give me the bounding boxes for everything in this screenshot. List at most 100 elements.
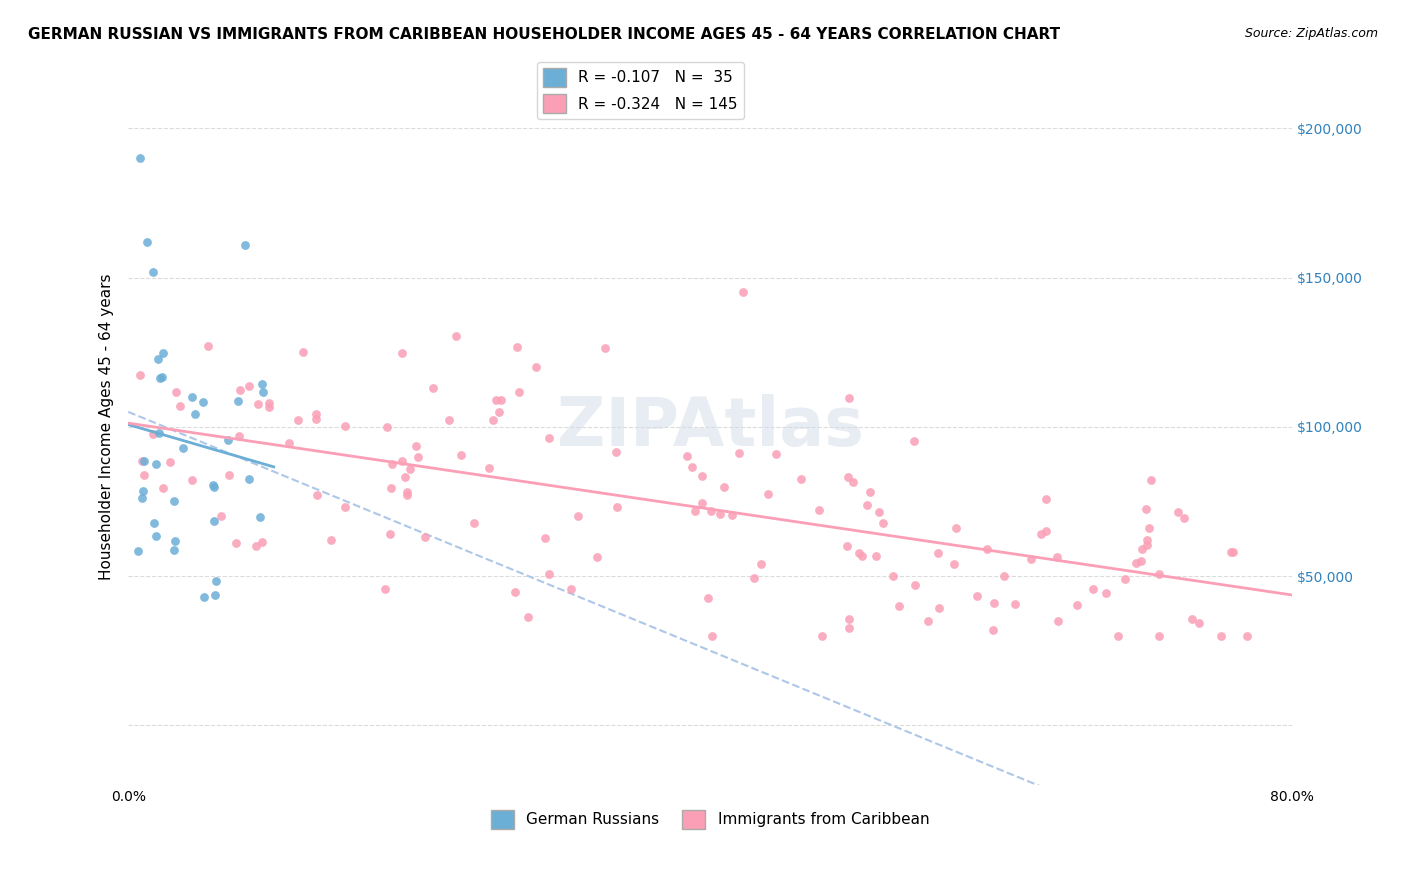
Point [690, 469, 713, 483]
Point [394, 470, 416, 484]
Point [159, 455, 181, 469]
Point [966, 589, 988, 603]
Point [917, 614, 939, 628]
Point [305, 487, 328, 501]
Point [491, 393, 513, 408]
Point [538, 567, 561, 582]
Point [1046, 614, 1069, 628]
Point [381, 457, 404, 471]
Point [217, 433, 239, 447]
Point [1031, 526, 1053, 541]
Point [485, 393, 508, 408]
Point [181, 473, 204, 487]
Point [238, 379, 260, 393]
Point [398, 461, 420, 475]
Point [191, 394, 214, 409]
Point [169, 399, 191, 413]
Point [731, 285, 754, 300]
Point [841, 475, 863, 489]
Point [859, 484, 882, 499]
Point [374, 582, 396, 596]
Point [756, 486, 779, 500]
Point [945, 521, 967, 535]
Point [1081, 582, 1104, 596]
Point [333, 500, 356, 514]
Point [675, 449, 697, 463]
Point [1236, 629, 1258, 643]
Point [983, 596, 1005, 610]
Point [742, 570, 765, 584]
Point [728, 446, 751, 460]
Point [765, 447, 787, 461]
Point [482, 413, 505, 427]
Point [508, 385, 530, 400]
Point [524, 360, 547, 375]
Point [685, 504, 707, 518]
Point [838, 621, 860, 635]
Point [1130, 554, 1153, 568]
Point [245, 539, 267, 553]
Point [128, 368, 150, 383]
Point [202, 478, 225, 492]
Text: Source: ZipAtlas.com: Source: ZipAtlas.com [1244, 27, 1378, 40]
Point [152, 345, 174, 359]
Text: ZIPAtlas: ZIPAtlas [557, 393, 863, 459]
Point [1187, 615, 1209, 630]
Point [405, 439, 427, 453]
Point [197, 339, 219, 353]
Point [444, 329, 467, 343]
Point [163, 543, 186, 558]
Point [807, 502, 830, 516]
Point [134, 467, 156, 482]
Point [142, 516, 165, 531]
Point [391, 454, 413, 468]
Point [790, 473, 813, 487]
Legend: German Russians, Immigrants from Caribbean: German Russians, Immigrants from Caribbe… [485, 804, 935, 835]
Point [225, 536, 247, 550]
Point [1130, 541, 1153, 556]
Point [204, 588, 226, 602]
Point [976, 541, 998, 556]
Point [287, 413, 309, 427]
Point [163, 493, 186, 508]
Point [478, 461, 501, 475]
Point [1021, 552, 1043, 566]
Point [1125, 557, 1147, 571]
Point [811, 629, 834, 643]
Point [146, 351, 169, 366]
Point [927, 546, 949, 560]
Point [1135, 501, 1157, 516]
Point [702, 629, 724, 643]
Point [132, 454, 155, 468]
Point [148, 370, 170, 384]
Point [165, 533, 187, 548]
Point [305, 412, 328, 426]
Point [488, 405, 510, 419]
Point [250, 377, 273, 392]
Point [690, 496, 713, 510]
Point [1209, 629, 1232, 643]
Point [560, 582, 582, 596]
Point [993, 569, 1015, 583]
Point [681, 459, 703, 474]
Point [838, 612, 860, 626]
Point [1004, 597, 1026, 611]
Point [148, 425, 170, 440]
Point [193, 591, 215, 605]
Point [1114, 573, 1136, 587]
Point [1066, 598, 1088, 612]
Point [233, 238, 256, 252]
Point [375, 419, 398, 434]
Point [697, 591, 720, 605]
Y-axis label: Householder Income Ages 45 - 64 years: Householder Income Ages 45 - 64 years [100, 274, 114, 580]
Point [1147, 567, 1170, 582]
Point [981, 624, 1004, 638]
Point [1173, 511, 1195, 525]
Point [150, 370, 173, 384]
Point [145, 529, 167, 543]
Point [165, 385, 187, 400]
Point [713, 480, 735, 494]
Point [413, 530, 436, 544]
Point [1139, 473, 1161, 487]
Point [136, 235, 159, 249]
